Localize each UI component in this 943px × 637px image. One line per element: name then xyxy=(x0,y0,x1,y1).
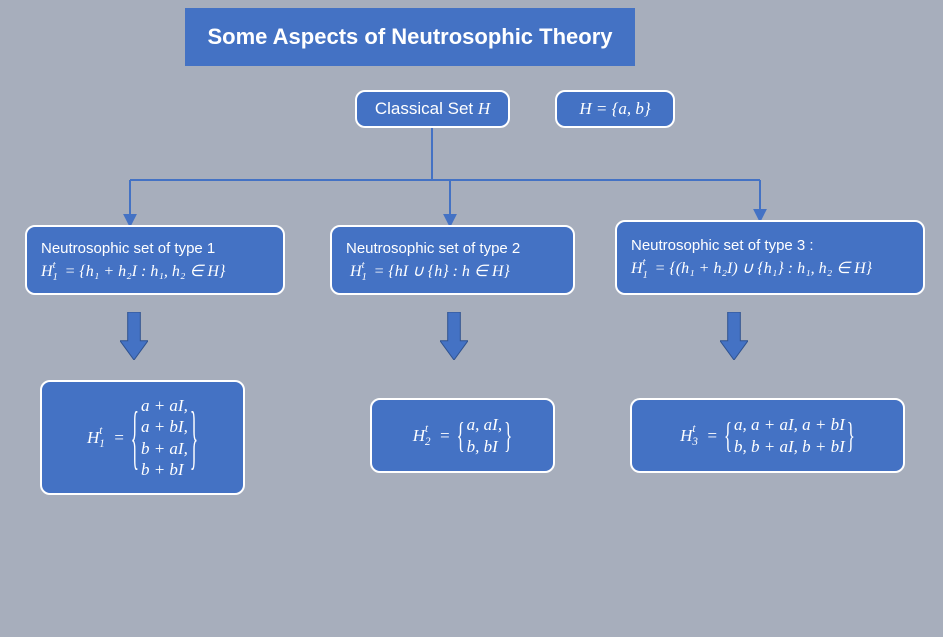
type3-formula: H1t = {(h₁ + h₂I) ∪ {h₁} : h₁, h₂ ∈ H} xyxy=(631,258,909,278)
type2-formula: H1t = {hI ∪ {h} : h ∈ H} xyxy=(346,261,559,281)
classical-set-text: Classical Set H xyxy=(375,99,490,119)
result3-box: H3t={a, a + aI, a + bIb, b + aI, b + bI} xyxy=(630,398,905,473)
thick-arrow-2 xyxy=(440,312,468,360)
example-set-box: H = {a, b} xyxy=(555,90,675,128)
type1-label: Neutrosophic set of type 1 xyxy=(41,240,269,257)
type2-box: Neutrosophic set of type 2 H1t = {hI ∪ {… xyxy=(330,225,575,295)
result1-box: H1t={a + aI,a + bI,b + aI,b + bI} xyxy=(40,380,245,495)
result-rows: a, a + aI, a + bIb, b + aI, b + bI xyxy=(734,414,845,457)
type2-label: Neutrosophic set of type 2 xyxy=(346,240,559,257)
type1-box: Neutrosophic set of type 1 H1t = {h₁ + h… xyxy=(25,225,285,295)
classical-set-box: Classical Set H xyxy=(355,90,510,128)
example-set-text: H = {a, b} xyxy=(579,99,650,119)
result-lhs: H3t xyxy=(680,426,692,446)
title-text: Some Aspects of Neutrosophic Theory xyxy=(199,24,621,50)
type3-label: Neutrosophic set of type 3 : xyxy=(631,237,909,254)
result2-box: H2t={a, aI,b, bI} xyxy=(370,398,555,473)
result-rows: a, aI,b, bI xyxy=(467,414,502,457)
title-box: Some Aspects of Neutrosophic Theory xyxy=(185,8,635,66)
result-lhs: H1t xyxy=(87,428,99,448)
result-rows: a + aI,a + bI,b + aI,b + bI xyxy=(141,395,188,480)
type1-formula: H1t = {h₁ + h₂I : h₁, h₂ ∈ H} xyxy=(41,261,269,281)
result-lhs: H2t xyxy=(413,426,425,446)
type3-box: Neutrosophic set of type 3 : H1t = {(h₁ … xyxy=(615,220,925,295)
thick-arrow-3 xyxy=(720,312,748,360)
